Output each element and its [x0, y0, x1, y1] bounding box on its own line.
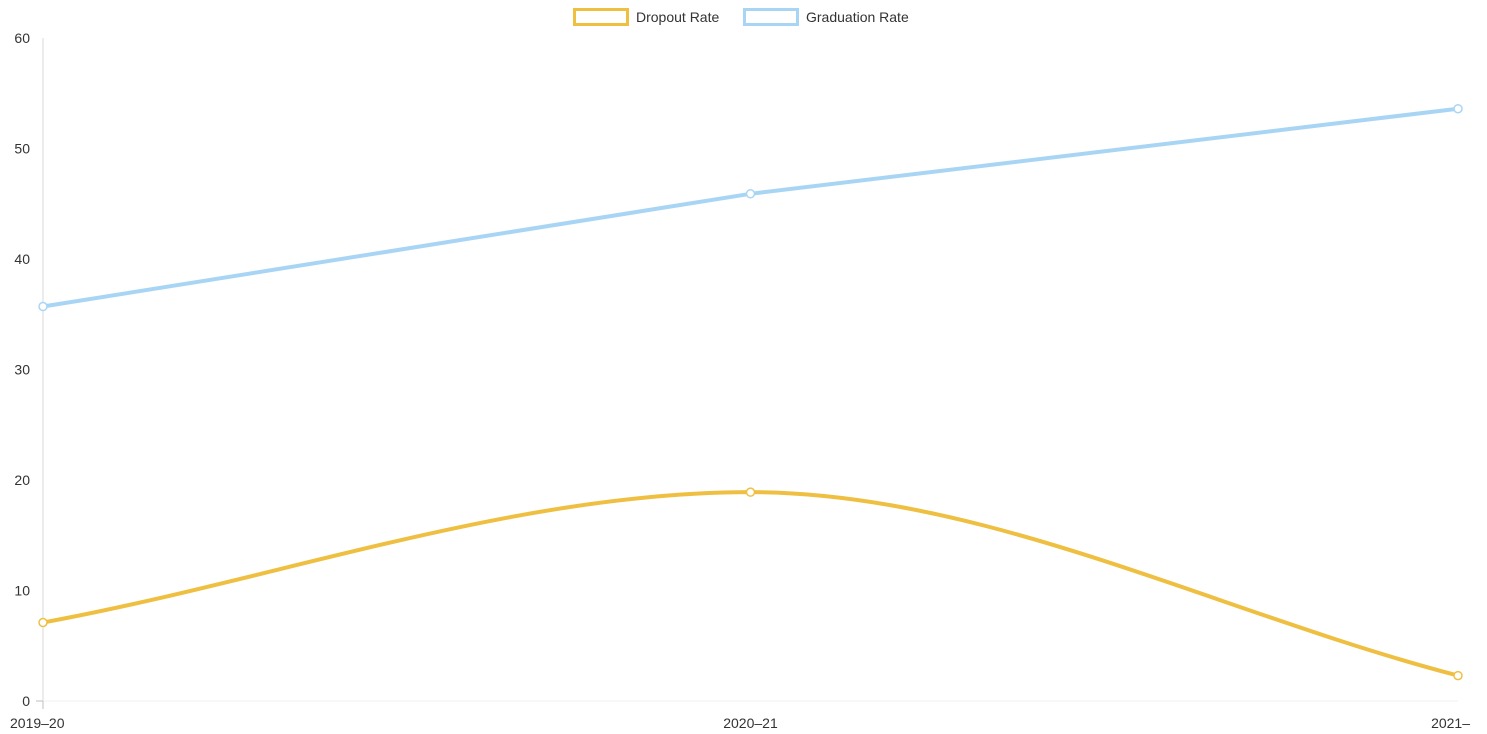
dropout-rate-line: [41, 490, 1460, 678]
y-tick-label: 40: [14, 251, 30, 267]
x-tick-label: 2020–21: [723, 715, 778, 731]
graduation-rate-point[interactable]: [1453, 103, 1463, 114]
graduation-rate-legend-swatch[interactable]: [743, 8, 799, 26]
dropout-rate-point[interactable]: [745, 487, 756, 497]
y-axis: 0 10 20 30 40 50 60: [14, 30, 44, 709]
y-tick-label: 20: [14, 472, 30, 488]
dropout-rate-legend-label[interactable]: Dropout Rate: [636, 9, 719, 25]
graduation-rate-point[interactable]: [38, 301, 48, 312]
dropout-rate-point[interactable]: [1453, 670, 1463, 681]
x-tick-label: 2019–20: [10, 715, 65, 731]
y-tick-label: 30: [14, 362, 30, 378]
y-tick-label: 0: [22, 693, 30, 709]
x-axis: 2019–20 2020–21 2021–: [10, 700, 1470, 731]
graduation-rate-legend-label[interactable]: Graduation Rate: [806, 9, 909, 25]
dropout-rate-point[interactable]: [38, 617, 48, 628]
series-layer: [38, 103, 1463, 681]
y-tick-label: 50: [14, 141, 30, 157]
y-tick-label: 60: [14, 30, 30, 46]
graduation-rate-line: [41, 106, 1460, 309]
legend: Dropout Rate Graduation Rate: [573, 8, 909, 26]
y-tick-label: 10: [14, 583, 30, 599]
graduation-rate-point[interactable]: [745, 189, 756, 199]
dropout-rate-legend-swatch[interactable]: [573, 8, 629, 26]
x-tick-label: 2021–: [1431, 715, 1470, 731]
